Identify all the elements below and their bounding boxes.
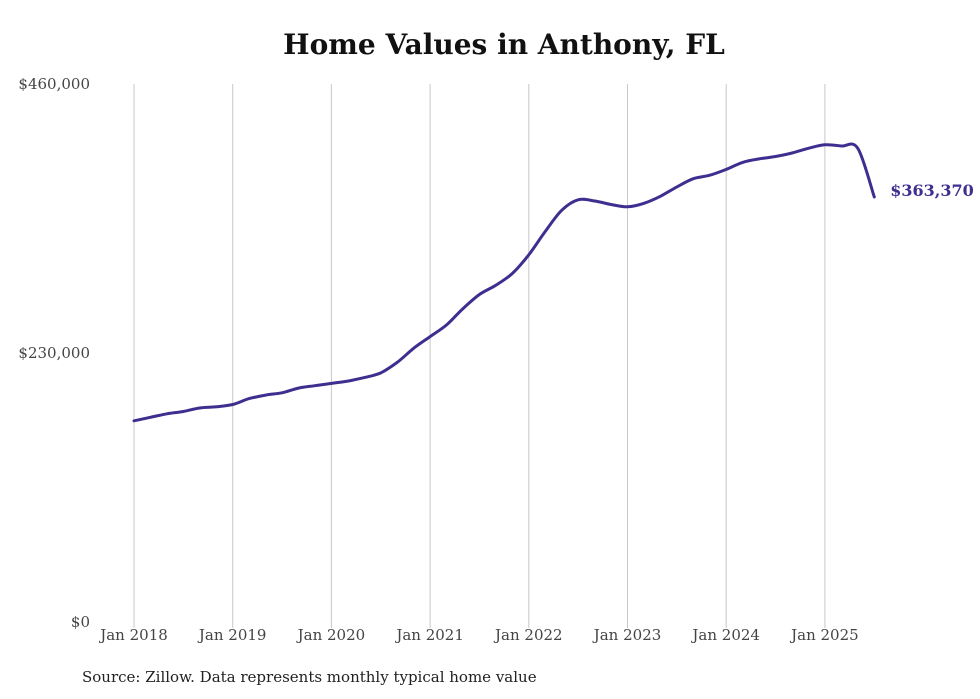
x-tick-label: Jan 2023 [592,626,662,644]
y-tick-label: $460,000 [18,75,90,93]
x-tick-label: Jan 2018 [98,626,168,644]
x-tick-label: Jan 2025 [789,626,859,644]
chart-title: Home Values in Anthony, FL [283,28,725,61]
end-value-label: $363,370 [890,181,974,200]
y-tick-label: $230,000 [18,344,90,362]
x-tick-label: Jan 2021 [394,626,464,644]
x-axis-ticks: Jan 2018 Jan 2019 Jan 2020 Jan 2021 Jan 2022… [98,626,858,644]
x-tick-label: Jan 2020 [296,626,366,644]
y-axis-ticks: $0 $230,000 $460,000 [18,75,90,631]
x-tick-label: Jan 2024 [690,626,760,644]
y-tick-label: $0 [71,613,90,631]
source-note: Source: Zillow. Data represents monthly … [82,668,537,686]
series-layer: $363,370 [132,142,974,423]
x-tick-label: Jan 2019 [197,626,267,644]
x-tick-label: Jan 2022 [493,626,563,644]
grid-lines [133,84,826,628]
series-line [132,142,876,423]
